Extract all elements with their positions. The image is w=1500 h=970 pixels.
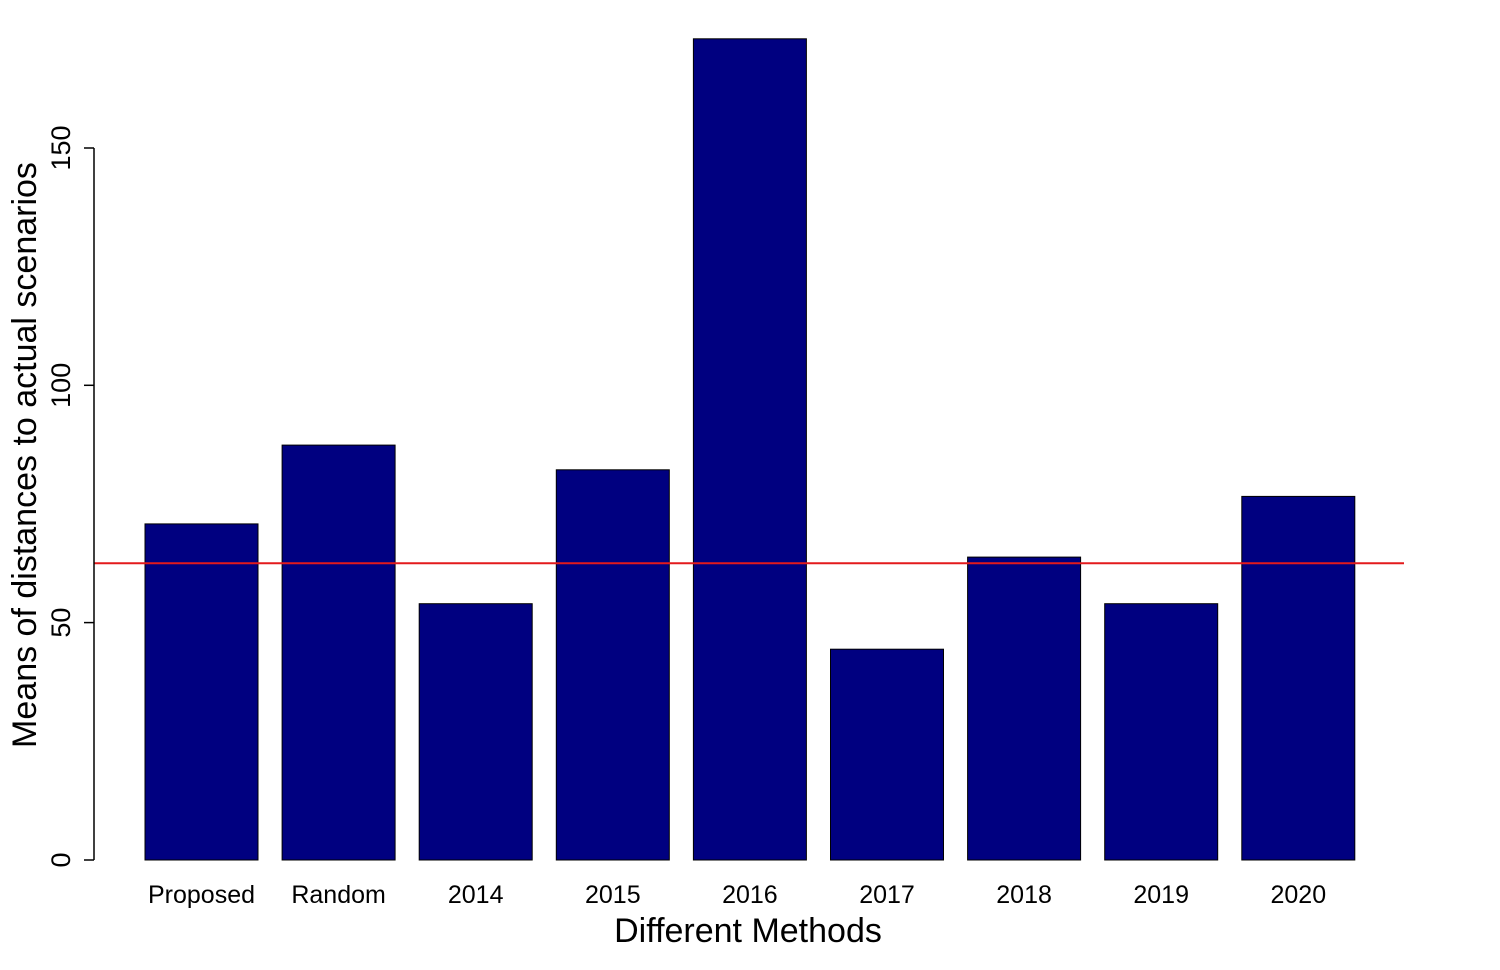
bar-2014 xyxy=(418,603,533,861)
y-tick-label: 150 xyxy=(46,125,76,170)
x-axis-labels: Proposed Random 2014 2015 2016 2017 2018 2019 20… xyxy=(148,881,1326,909)
x-tick-label: 2016 xyxy=(722,881,778,909)
y-tick-label: 50 xyxy=(46,608,76,638)
bars-layer xyxy=(144,38,1356,861)
y-axis-title: Means of distances to actual scenarios xyxy=(6,162,44,748)
bar-proposed xyxy=(144,523,259,861)
x-tick-label: 2017 xyxy=(859,881,915,909)
y-axis: 0 50 100 150 xyxy=(46,125,95,868)
bar-2016 xyxy=(692,38,807,861)
x-tick-label: 2020 xyxy=(1270,881,1326,909)
x-axis-title: Different Methods xyxy=(614,912,882,950)
y-tick-label: 100 xyxy=(46,363,76,408)
x-tick-label: 2014 xyxy=(448,881,504,909)
x-tick-label: Proposed xyxy=(148,881,255,909)
x-tick-label: 2015 xyxy=(585,881,641,909)
x-tick-label: Random xyxy=(291,881,386,909)
bar-2019 xyxy=(1104,603,1219,861)
bar-2017 xyxy=(830,648,944,861)
x-tick-label: 2018 xyxy=(996,881,1052,909)
bar-2015 xyxy=(555,469,670,861)
x-tick-label: 2019 xyxy=(1133,881,1189,909)
y-tick-label: 0 xyxy=(46,852,76,867)
bar-2020 xyxy=(1241,495,1356,861)
bar-2018 xyxy=(967,556,1082,861)
bar-random xyxy=(281,444,396,861)
